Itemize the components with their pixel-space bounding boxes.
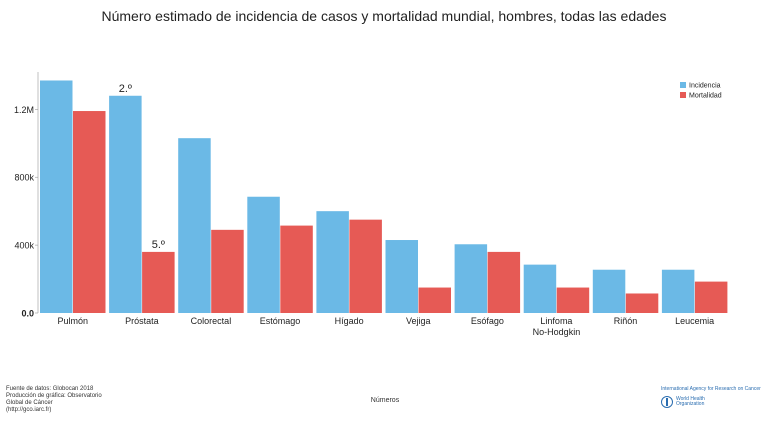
bar-mortalidad-3 bbox=[280, 225, 313, 313]
bar-incidencia-8 bbox=[592, 269, 626, 313]
source-line-4: (http://gco.iarc.fr) bbox=[6, 407, 52, 413]
x-tick-label-8-0: Riñón bbox=[614, 316, 638, 326]
bar-mortalidad-6 bbox=[487, 251, 521, 313]
bar-mortalidad-0 bbox=[73, 111, 106, 313]
chart-title: Número estimado de incidencia de casos y… bbox=[101, 8, 667, 24]
legend-swatch-1 bbox=[680, 92, 686, 98]
x-tick-label-9-0: Leucemia bbox=[675, 316, 714, 326]
bar-incidencia-4 bbox=[316, 211, 349, 313]
x-tick-label-7-1: No-Hodgkin bbox=[533, 327, 581, 337]
logos: International Agency for Research on Can… bbox=[661, 386, 761, 408]
bar-mortalidad-1 bbox=[142, 251, 175, 313]
x-tick-label-7-0: Linfoma bbox=[540, 316, 572, 326]
x-tick-label-0-0: Pulmón bbox=[57, 316, 88, 326]
source-line-2: Producción de gráfica: Observatorio bbox=[6, 393, 102, 399]
bar-mortalidad-2 bbox=[211, 229, 244, 313]
bar-mortalidad-8 bbox=[625, 293, 659, 313]
source-note: Fuente de datos: Globocan 2018 Producció… bbox=[6, 386, 146, 414]
bar-incidencia-1 bbox=[109, 95, 142, 314]
bar-mortalidad-9 bbox=[694, 281, 728, 313]
x-tick-label-1-0: Próstata bbox=[125, 316, 159, 326]
bar-mortalidad-4 bbox=[349, 219, 382, 313]
bar-incidencia-9 bbox=[661, 269, 695, 313]
iarc-logo-text: International Agency for Research on Can… bbox=[661, 386, 761, 392]
bar-mortalidad-5 bbox=[418, 287, 451, 313]
y-tick-label-3: 1.2M bbox=[14, 105, 34, 115]
who-emblem-icon bbox=[661, 396, 673, 408]
y-tick-label-0: 0.0 bbox=[21, 309, 34, 319]
annotation-1: 5.º bbox=[152, 239, 165, 251]
x-axis-label: Números bbox=[370, 397, 400, 404]
source-line-3: Global de Cáncer bbox=[6, 400, 53, 406]
x-tick-label-3-0: Estómago bbox=[260, 316, 301, 326]
bar-incidencia-2 bbox=[178, 138, 211, 313]
legend-label-0: Incidencia bbox=[689, 83, 721, 90]
bar-incidencia-5 bbox=[385, 240, 418, 313]
bar-incidencia-3 bbox=[247, 196, 280, 313]
bar-incidencia-6 bbox=[454, 244, 488, 313]
legend-label-1: Mortalidad bbox=[689, 93, 722, 100]
x-tick-label-5-0: Vejiga bbox=[406, 316, 431, 326]
legend-swatch-0 bbox=[680, 82, 686, 88]
who-line-1: World Health bbox=[676, 396, 705, 402]
source-line-1: Fuente de datos: Globocan 2018 bbox=[6, 386, 94, 392]
y-tick-label-2: 800k bbox=[14, 173, 34, 183]
y-tick-label-1: 400k bbox=[14, 241, 34, 251]
annotation-0: 2.º bbox=[119, 83, 132, 95]
bar-incidencia-7 bbox=[523, 264, 557, 313]
bar-incidencia-0 bbox=[40, 80, 73, 313]
x-tick-label-2-0: Colorectal bbox=[191, 316, 232, 326]
who-line-2: Organization bbox=[676, 401, 705, 407]
bar-mortalidad-7 bbox=[556, 287, 590, 313]
x-tick-label-6-0: Esófago bbox=[471, 316, 504, 326]
x-tick-label-4-0: Hígado bbox=[335, 316, 364, 326]
